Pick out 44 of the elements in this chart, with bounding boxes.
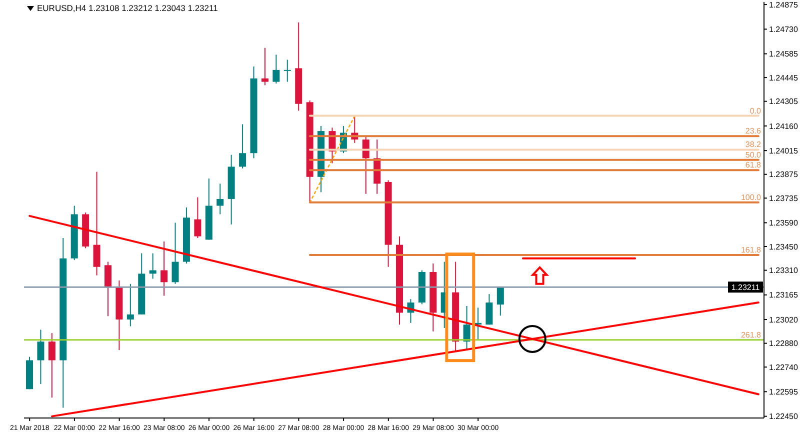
candlestick	[126, 283, 134, 327]
candlestick	[261, 47, 268, 86]
annotation: 100.0	[740, 192, 762, 202]
y-tick-label: 1.23165	[769, 290, 798, 300]
candlestick	[172, 222, 179, 284]
candlestick	[104, 261, 112, 317]
y-tick-label: 1.23875	[769, 170, 798, 180]
y-tick-label: 1.23590	[769, 218, 798, 228]
y-tick-label: 1.24305	[769, 97, 798, 106]
candlestick	[284, 59, 291, 82]
candlestick	[486, 294, 493, 326]
candlestick	[194, 196, 202, 239]
annotation: 161.8	[740, 245, 762, 254]
y-tick-label: 1.22595	[769, 388, 798, 397]
candlestick	[93, 171, 100, 276]
y-tick-label: 1.24585	[769, 50, 798, 59]
y-tick-label: 1.24445	[769, 73, 798, 82]
annotation: 61.8	[745, 160, 762, 170]
candlestick	[216, 183, 224, 215]
y-tick-label: 1.24730	[769, 25, 798, 34]
candlestick	[239, 124, 246, 169]
annotation: 0.0	[750, 106, 762, 116]
y-tick-label: 1.23735	[769, 194, 798, 203]
y-tick-label: 1.24875	[769, 0, 798, 10]
annotation: 38.2	[745, 140, 762, 150]
candlestick	[160, 240, 168, 296]
y-tick-label: 1.23450	[769, 242, 798, 252]
candlestick	[37, 329, 44, 385]
candlestick	[48, 332, 56, 398]
candlestick	[496, 286, 504, 316]
y-tick-label: 1.23020	[769, 315, 798, 324]
annotation: 261.8	[740, 330, 762, 340]
candlestick	[272, 54, 280, 84]
candlestick	[463, 305, 470, 351]
y-tick-label: 1.23310	[769, 266, 798, 276]
chart-title: EURUSD,H4 1.23108 1.23212 1.23043 1.23211	[37, 3, 218, 14]
ref-line-label: 1.23211	[731, 283, 760, 292]
annotation: 50.0	[745, 150, 762, 160]
y-tick-label: 1.22450	[769, 412, 798, 422]
y-tick-label: 1.24015	[769, 146, 798, 156]
y-tick-label: 1.22880	[769, 339, 798, 348]
annotation: 23.6	[745, 126, 762, 136]
y-tick-label: 1.22740	[769, 362, 798, 372]
y-tick-label: 1.24160	[769, 122, 798, 131]
